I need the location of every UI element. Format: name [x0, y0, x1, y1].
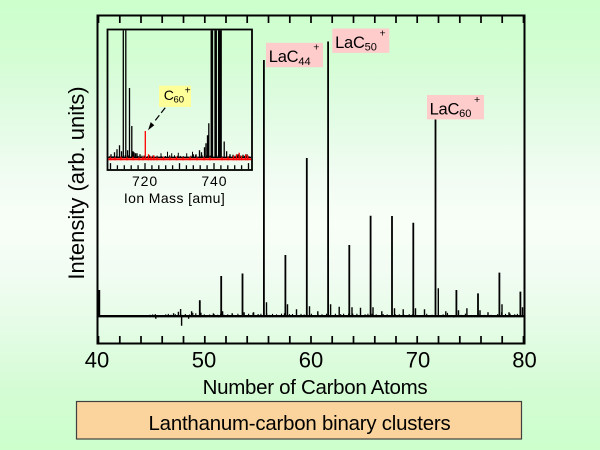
svg-text:80: 80	[512, 348, 536, 373]
svg-text:Ion Mass [amu]: Ion Mass [amu]	[124, 190, 225, 206]
svg-text:70: 70	[406, 348, 430, 373]
svg-text:720: 720	[132, 173, 158, 189]
svg-text:Number of Carbon Atoms: Number of Carbon Atoms	[203, 376, 428, 399]
svg-text:C60+: C60+	[164, 86, 191, 106]
svg-text:40: 40	[85, 348, 109, 373]
svg-text:50: 50	[192, 348, 216, 373]
svg-text:Lanthanum-carbon binary cluste: Lanthanum-carbon binary clusters	[149, 413, 451, 435]
svg-text:740: 740	[201, 173, 227, 189]
svg-text:60: 60	[299, 348, 323, 373]
svg-text:Intensity (arb. units): Intensity (arb. units)	[64, 86, 89, 279]
